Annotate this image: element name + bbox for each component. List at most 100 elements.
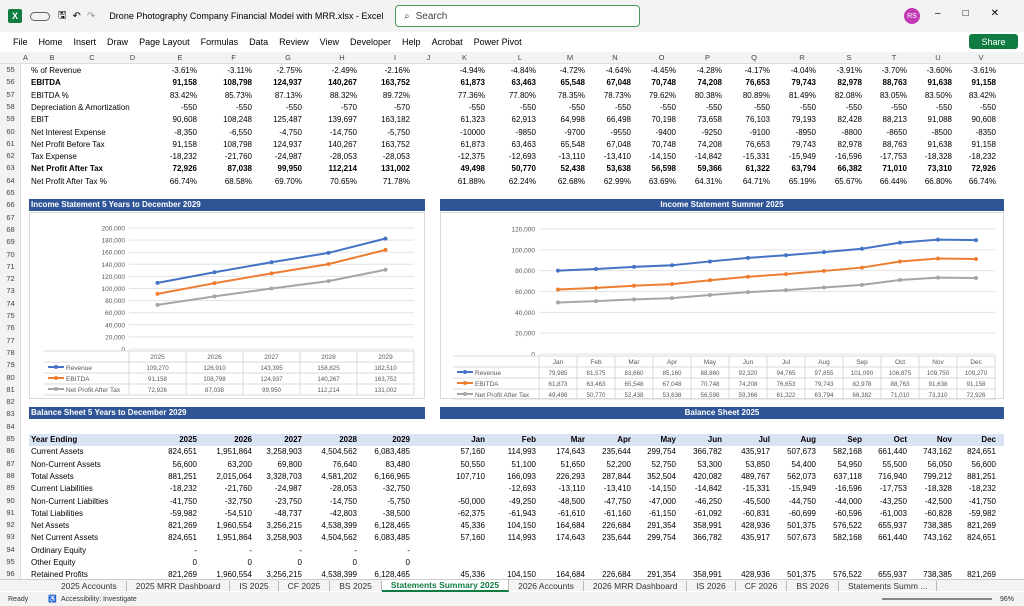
cell-value[interactable]: -15,331 <box>742 484 770 494</box>
menu-draw[interactable]: Draw <box>107 37 129 47</box>
cell-value[interactable]: - <box>299 545 302 555</box>
cell-value[interactable]: -46,250 <box>694 496 722 506</box>
cell-value[interactable]: 299,754 <box>647 447 676 457</box>
menu-insert[interactable]: Insert <box>73 37 97 47</box>
cell-value[interactable]: -45,500 <box>742 496 770 506</box>
cell-value[interactable]: -4.45% <box>650 66 676 75</box>
cell-value[interactable]: 53,638 <box>606 164 631 174</box>
cell-value[interactable]: -18,232 <box>169 152 197 162</box>
cell-value[interactable]: 358,991 <box>693 521 722 531</box>
row-number[interactable]: 93 <box>6 532 15 542</box>
cell-value[interactable]: 63.69% <box>648 176 676 186</box>
cell-value[interactable]: 88,763 <box>882 78 907 88</box>
cell-value[interactable]: 56,598 <box>651 164 676 174</box>
cell-value[interactable]: 57,160 <box>460 447 485 457</box>
cell-value[interactable]: 65.19% <box>788 176 816 186</box>
cell-value[interactable]: 821,269 <box>168 521 197 531</box>
column-header-I[interactable]: I <box>393 53 397 62</box>
cell-value[interactable]: 65,548 <box>560 78 585 88</box>
cell-value[interactable]: 76,653 <box>745 139 770 149</box>
cell-value[interactable]: 83.42% <box>968 90 996 100</box>
sheet-tab[interactable]: CF 2026 <box>736 580 788 591</box>
cell-value[interactable]: 62.68% <box>557 176 585 186</box>
cell-value[interactable]: -17,753 <box>879 152 907 162</box>
cell-value[interactable]: -550 <box>659 102 676 112</box>
cell-value[interactable]: -3.11% <box>227 66 252 75</box>
cell-value[interactable]: 4,581,202 <box>321 471 357 481</box>
cell-value[interactable]: 53,300 <box>697 459 722 469</box>
cell-value[interactable]: -61,943 <box>508 508 536 518</box>
cell-value[interactable]: -41,750 <box>968 496 996 506</box>
cell-value[interactable]: 76,653 <box>745 78 770 88</box>
menu-help[interactable]: Help <box>402 37 421 47</box>
cell-value[interactable]: 6,083,485 <box>374 533 410 543</box>
cell-value[interactable]: 163,182 <box>381 115 410 125</box>
cell-value[interactable]: 61.88% <box>457 176 485 186</box>
cell-value[interactable]: 66.74% <box>169 176 197 186</box>
cell-value[interactable]: -13,110 <box>558 484 585 494</box>
cell-value[interactable]: 45,336 <box>460 570 485 580</box>
sheet-tab[interactable]: 2026 MRR Dashboard <box>584 580 688 591</box>
cell-value[interactable]: 1,951,864 <box>216 533 252 543</box>
row-number[interactable]: 76 <box>6 323 15 333</box>
column-header-T[interactable]: T <box>891 53 897 62</box>
cell-value[interactable]: -60,596 <box>834 508 862 518</box>
cell-value[interactable]: 428,936 <box>741 570 770 580</box>
cell-value[interactable]: 83.05% <box>879 90 907 100</box>
cell-value[interactable]: 63,463 <box>511 139 536 149</box>
cell-value[interactable]: 91,158 <box>971 78 996 88</box>
cell-value[interactable]: -61,092 <box>694 508 722 518</box>
column-header-R[interactable]: R <box>799 53 805 62</box>
column-header-D[interactable]: D <box>129 53 136 62</box>
cell-value[interactable]: 576,522 <box>833 570 862 580</box>
cell-value[interactable]: -48,737 <box>274 508 302 518</box>
cell-value[interactable]: 104,150 <box>507 521 536 531</box>
cell-value[interactable]: 881,251 <box>967 471 996 481</box>
cell-value[interactable]: 56,600 <box>172 459 197 469</box>
cell-value[interactable]: -24,987 <box>274 484 302 494</box>
cell-value[interactable]: 76,640 <box>332 459 357 469</box>
cell-value[interactable]: 71.78% <box>382 176 410 186</box>
cell-value[interactable]: 163,752 <box>381 78 410 88</box>
cell-value[interactable]: -550 <box>614 102 631 112</box>
column-header-J[interactable]: J <box>426 53 431 62</box>
cell-value[interactable]: 4,504,562 <box>321 447 357 457</box>
cell-value[interactable]: 76,103 <box>745 115 770 125</box>
cell-value[interactable]: 291,354 <box>647 570 676 580</box>
cell-value[interactable]: 49,498 <box>460 164 485 174</box>
cell-value[interactable]: -550 <box>468 102 485 112</box>
cell-value[interactable]: -550 <box>519 102 536 112</box>
cell-value[interactable]: 174,643 <box>556 447 585 457</box>
cell-value[interactable]: 66,498 <box>606 115 631 125</box>
cell-value[interactable]: -9400 <box>655 127 676 137</box>
cell-value[interactable]: 107,710 <box>456 471 485 481</box>
row-number[interactable]: 78 <box>6 347 15 357</box>
cell-value[interactable]: -3.61% <box>171 66 197 75</box>
cell-value[interactable]: 582,168 <box>833 447 862 457</box>
cell-value[interactable]: 501,375 <box>787 570 816 580</box>
cell-value[interactable]: 140,267 <box>328 139 357 149</box>
menu-home[interactable]: Home <box>38 37 63 47</box>
cell-value[interactable]: 78.35% <box>557 90 585 100</box>
cell-value[interactable]: 77.80% <box>508 90 536 100</box>
sheet-tab[interactable]: 2025 Accounts <box>52 580 127 591</box>
cell-value[interactable]: -60,831 <box>742 508 770 518</box>
row-number[interactable]: 88 <box>6 470 15 480</box>
cell-value[interactable]: 83,480 <box>385 459 410 469</box>
cell-value[interactable]: -4.17% <box>744 66 770 75</box>
cell-value[interactable]: 824,651 <box>168 447 197 457</box>
cell-value[interactable]: 226,684 <box>602 570 631 580</box>
row-number[interactable]: 74 <box>6 298 15 308</box>
cell-value[interactable]: -24,987 <box>274 152 302 162</box>
menu-file[interactable]: File <box>13 37 28 47</box>
autosave-toggle[interactable] <box>30 11 50 21</box>
menu-acrobat[interactable]: Acrobat <box>431 37 463 47</box>
search-box[interactable]: ⌕ Search <box>395 5 640 27</box>
sheet-tab[interactable]: Statements Summary 2025 <box>381 579 510 592</box>
cell-value[interactable]: -38,500 <box>382 508 410 518</box>
row-number[interactable]: 81 <box>6 384 15 394</box>
row-number[interactable]: 96 <box>6 569 15 579</box>
cell-value[interactable]: 821,269 <box>168 570 197 580</box>
cell-value[interactable]: -9700 <box>564 127 585 137</box>
cell-value[interactable]: 50,550 <box>460 459 485 469</box>
